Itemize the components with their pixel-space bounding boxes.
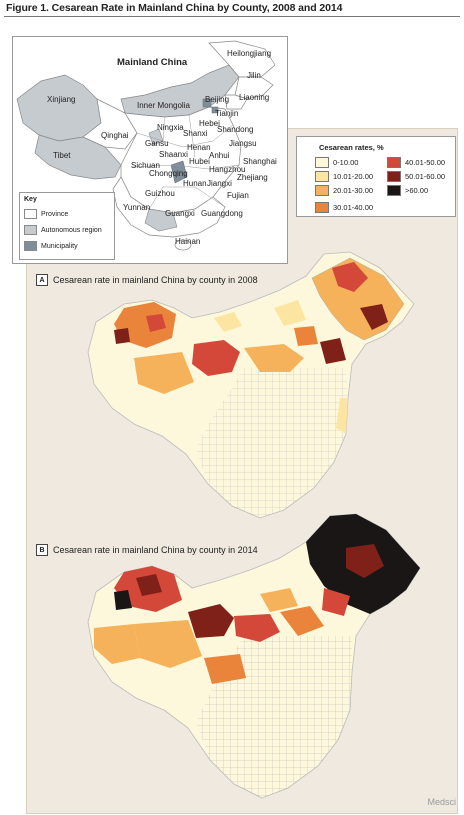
legend-item: 40.01-50.00 [387,157,445,168]
label-hainan: Hainan [175,237,201,246]
label-zhejiang: Zhejiang [237,173,268,182]
label-anhui: Anhui [209,151,230,160]
key-swatch [24,225,37,235]
label-shandong: Shandong [217,125,254,134]
map-a-county-grid [196,368,348,518]
label-sichuan: Sichuan [131,161,160,170]
figure-title: Figure 1. Cesarean Rate in Mainland Chin… [6,2,343,14]
legend-title: Cesarean rates, % [319,143,384,152]
label-inner-mongolia: Inner Mongolia [137,101,190,110]
overview-key: Key Province Autonomous region Municipal… [19,192,115,260]
label-chongqing: Chongqing [149,169,188,178]
label-shanxi: Shanxi [183,129,208,138]
label-ningxia: Ningxia [157,123,184,132]
label-hangzhou: Hangzhou [209,165,246,174]
panel-b-letter: B [36,544,48,556]
key-swatch [24,241,37,251]
label-guangdong: Guangdong [201,209,243,218]
overview-map-title: Mainland China [117,57,188,68]
legend-item: 30.01-40.00 [315,202,373,213]
label-liaoning: Liaoning [239,93,270,102]
label-fujian: Fujian [227,191,249,200]
panel-b-caption: Cesarean rate in mainland China by count… [53,545,258,555]
map-a-xinjiang-north [114,302,176,348]
label-hubei: Hubei [189,157,210,166]
overview-map-shapes [16,40,276,251]
key-item-autonomous: Autonomous region [24,225,102,235]
label-yunnan: Yunnan [123,203,151,212]
label-hunan: Hunan [183,179,207,188]
map-b-xinjiang-east [188,604,234,638]
legend-item: 0-10.00 [315,157,358,168]
label-shaanxi: Shaanxi [159,150,188,159]
label-henan: Henan [187,143,211,152]
legend-item: >60.00 [387,185,428,196]
key-item-province: Province [24,209,68,219]
label-jiangsu: Jiangsu [229,139,257,148]
title-rule [4,16,460,17]
key-item-municipality: Municipality [24,241,78,251]
cesarean-legend: Cesarean rates, % 0-10.00 10.01-20.00 20… [296,136,456,204]
county-map-2014 [87,513,421,799]
label-xinjiang: Xinjiang [47,95,76,104]
label-shanghai: Shanghai [243,157,277,166]
label-qinghai: Qinghai [101,131,129,140]
legend-item: 20.01-30.00 [315,185,373,196]
legend-extra: 30.01-40.00 [296,202,456,217]
label-hebei: Hebei [199,119,220,128]
legend-item: 50.01-60.00 [387,171,445,182]
legend-item: 10.01-20.00 [315,171,373,182]
label-jilin: Jilin [247,71,261,80]
label-tibet: Tibet [53,151,71,160]
map-a-xinjiang-east [192,340,240,376]
key-swatch [24,209,37,219]
key-title: Key [24,196,37,203]
panel-a-caption: Cesarean rate in mainland China by count… [53,275,258,285]
label-gansu: Gansu [145,139,169,148]
label-guizhou: Guizhou [145,189,175,198]
panel-a-letter: A [36,274,48,286]
label-jiangxi: Jiangxi [207,179,232,188]
label-heilongjiang: Heilongjiang [227,49,272,58]
panel-b-title: B Cesarean rate in mainland China by cou… [36,544,258,556]
label-guangxi: Guangxi [165,209,195,218]
panel-a-title: A Cesarean rate in mainland China by cou… [36,274,258,286]
label-tianjin: Tianjin [215,109,239,118]
watermark: Medsci [427,797,456,807]
county-map-2008 [87,251,415,519]
label-beijing: Beijing [205,95,230,104]
